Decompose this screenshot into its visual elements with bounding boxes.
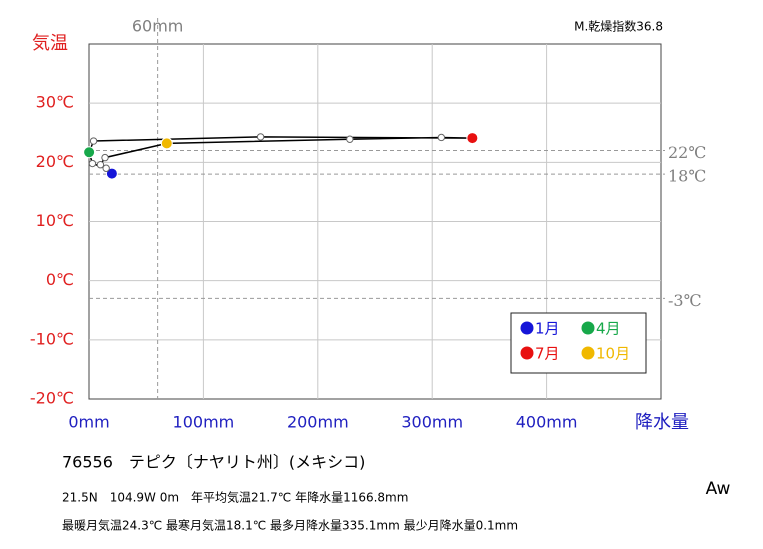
- y-tick-label: 10℃: [36, 211, 74, 230]
- x-tick-label: 200mm: [287, 413, 349, 432]
- month-point: [437, 133, 446, 142]
- month-point-highlight: [160, 137, 173, 150]
- month-point: [101, 153, 109, 162]
- reference-label: 60mm: [132, 17, 184, 36]
- month-point-highlight: [466, 132, 479, 145]
- month-point: [346, 135, 354, 143]
- x-tick-label: 0mm: [68, 413, 109, 432]
- legend-label: 1月: [535, 320, 560, 338]
- legend-label: 10月: [596, 345, 630, 363]
- reference-label: -3℃: [668, 291, 701, 310]
- station: 76556 テピク〔ナヤリト州〕(メキシコ): [62, 453, 365, 472]
- month-point: [88, 159, 97, 168]
- month-point: [96, 161, 105, 169]
- legend-label: 7月: [535, 345, 560, 363]
- y-tick-label: 20℃: [36, 152, 74, 171]
- month-point-highlight: [105, 167, 118, 180]
- info: 最暖月気温24.3℃ 最寒月気温18.1℃ 最多月降水量335.1mm 最少月降…: [62, 518, 518, 533]
- y-tick-label: -10℃: [30, 329, 74, 348]
- legend-label: 4月: [596, 320, 621, 338]
- month-point-highlight: [83, 146, 96, 159]
- climate-line: [88, 136, 473, 175]
- reference-label: 22℃: [668, 143, 706, 162]
- y-tick-label: 0℃: [46, 270, 74, 289]
- climate-type: Aw: [706, 479, 731, 499]
- y-tick-label: -20℃: [30, 389, 74, 408]
- legend-marker: [520, 346, 534, 360]
- y-tick-label: 30℃: [36, 93, 74, 112]
- month-point: [256, 133, 265, 141]
- legend-marker: [520, 321, 534, 335]
- legend-marker: [581, 321, 595, 335]
- x-axis-label: 降水量: [635, 412, 689, 433]
- info: 21.5N 104.9W 0m 年平均気温21.7℃ 年降水量1166.8mm: [62, 490, 408, 505]
- month-point: [89, 137, 98, 145]
- x-tick-label: 300mm: [401, 413, 463, 432]
- y-axis-label: 気温: [32, 33, 68, 54]
- index-label: M.乾燥指数36.8: [574, 19, 663, 34]
- reference-label: 18℃: [668, 167, 706, 186]
- x-tick-label: 100mm: [173, 413, 235, 432]
- month-point: [102, 164, 110, 172]
- legend-marker: [581, 346, 595, 360]
- x-tick-label: 400mm: [516, 413, 578, 432]
- legend-box: [510, 312, 647, 374]
